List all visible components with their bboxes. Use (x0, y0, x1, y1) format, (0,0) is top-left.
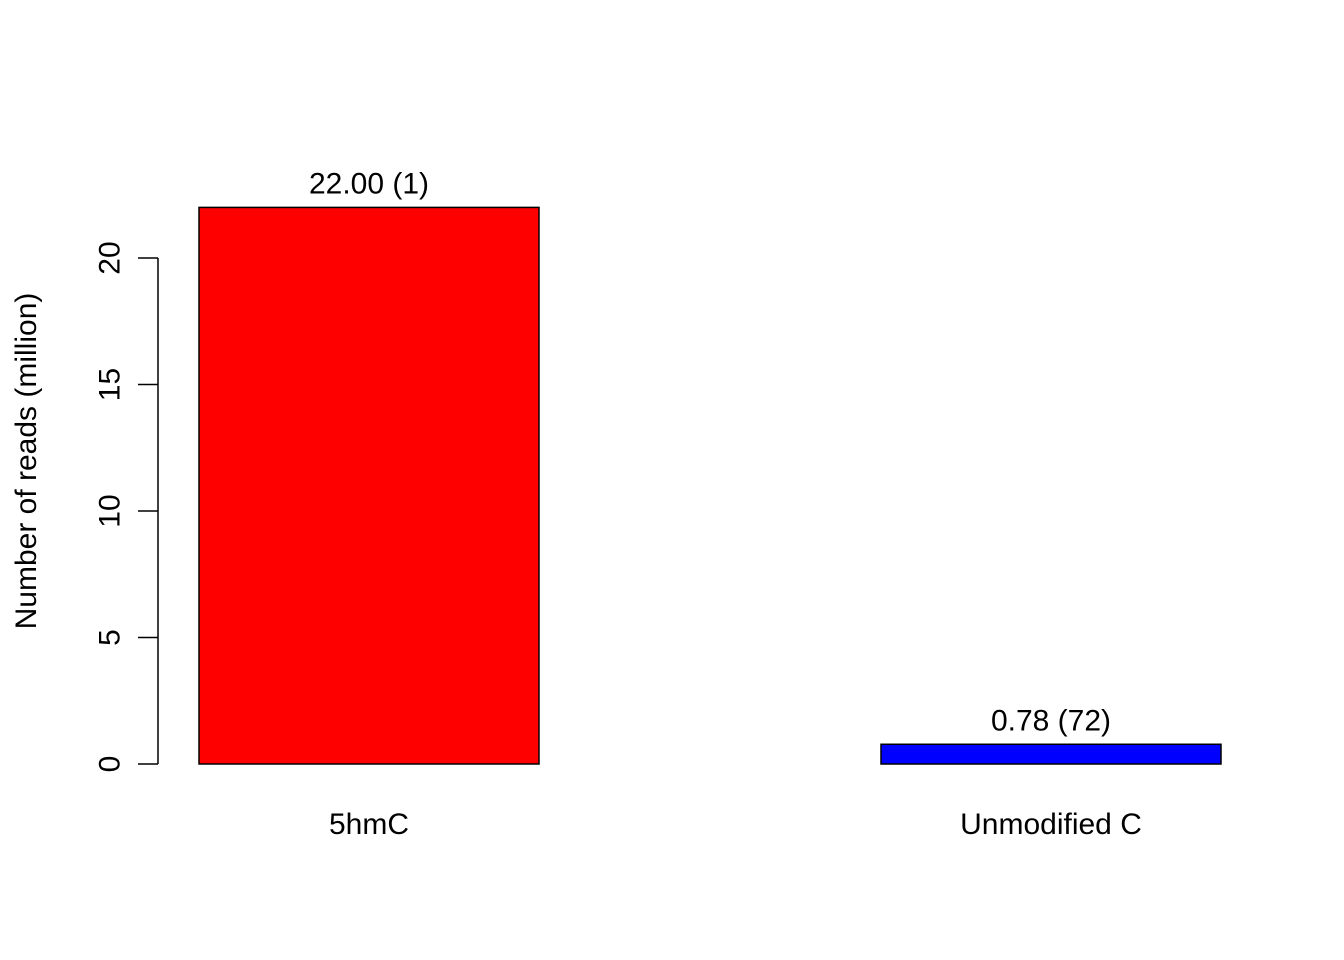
category-label: Unmodified C (960, 808, 1142, 841)
bar (198, 206, 540, 765)
bars (198, 206, 1222, 765)
y-tick-label: 5 (94, 629, 127, 646)
bar-value-labels: 22.00 (1) 0.78 (72) (309, 167, 1111, 737)
category-labels: 5hmC Unmodified C (329, 808, 1142, 841)
y-axis: 0 5 10 15 20 (94, 241, 159, 772)
category-label: 5hmC (329, 808, 409, 841)
y-tick-label: 10 (94, 494, 127, 527)
y-tick-label: 0 (94, 756, 127, 773)
bar-value-label: 22.00 (1) (309, 167, 429, 200)
bar-value-label: 0.78 (72) (991, 704, 1111, 737)
y-axis-title: Number of reads (million) (10, 293, 43, 630)
y-tick-label: 15 (94, 368, 127, 401)
bar (880, 743, 1222, 765)
y-tick-label: 20 (94, 241, 127, 274)
